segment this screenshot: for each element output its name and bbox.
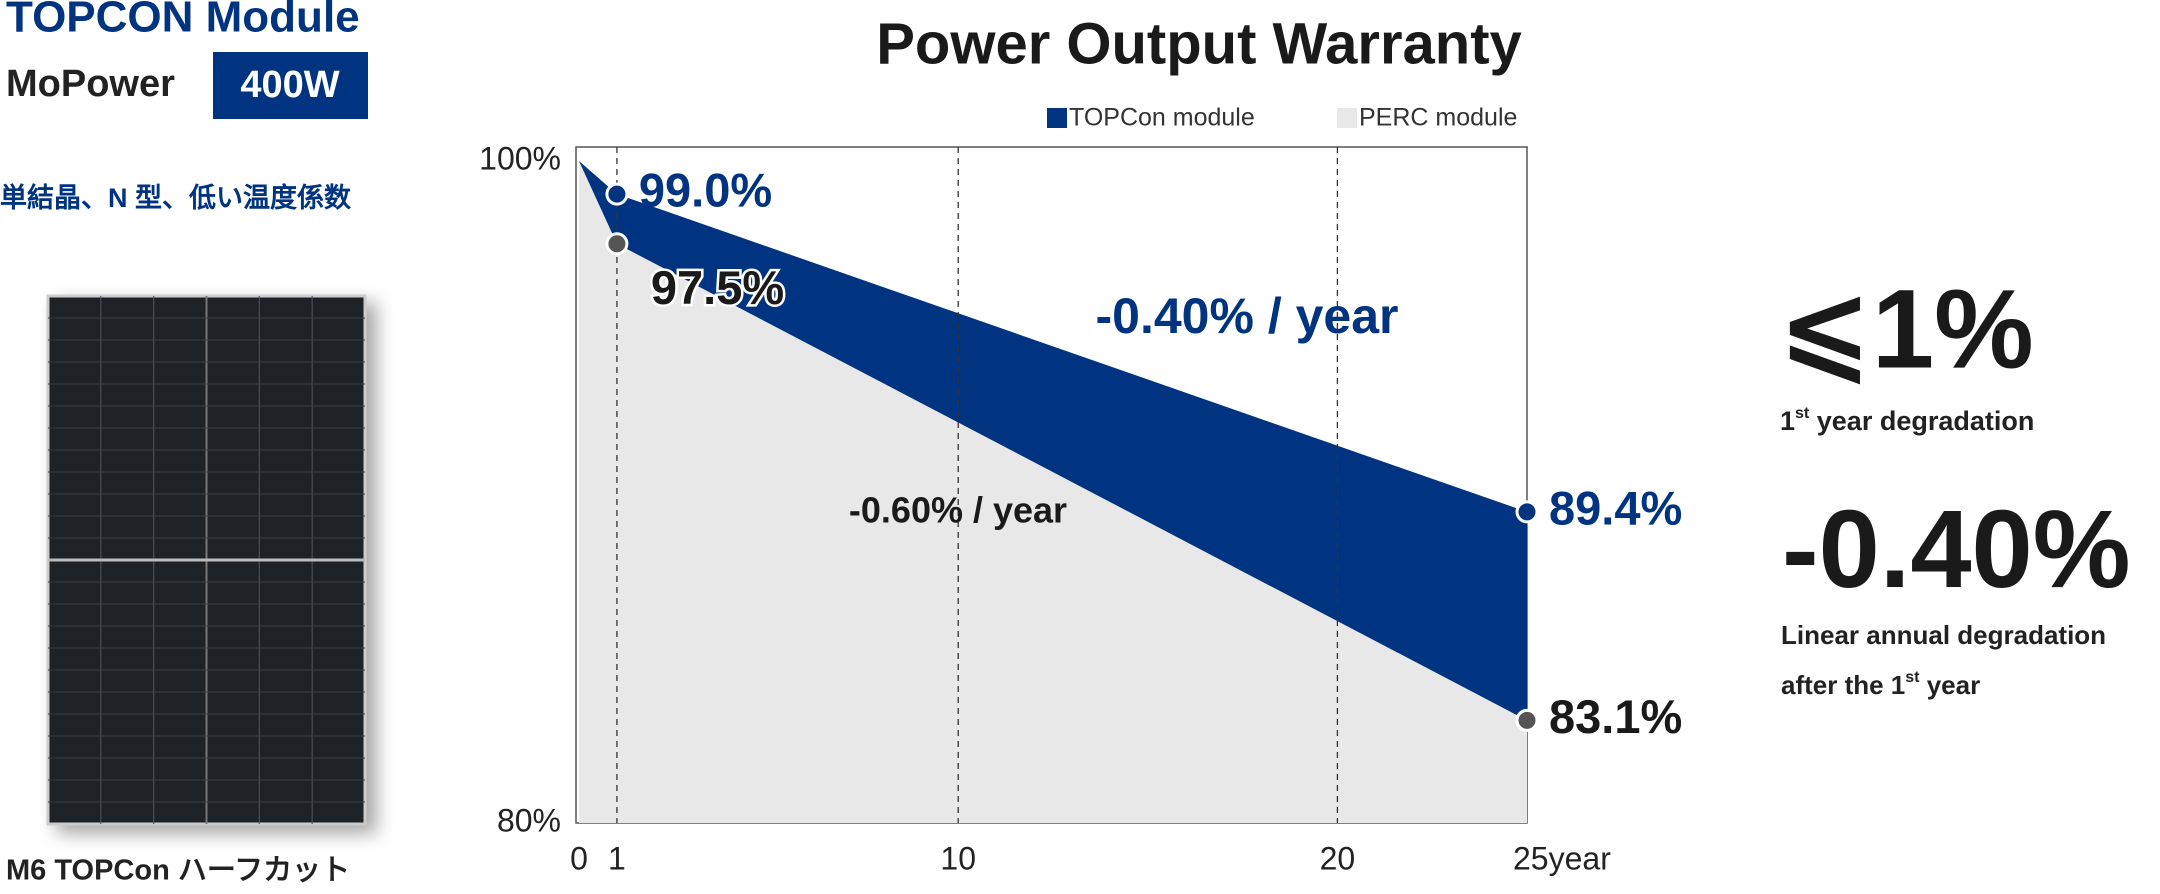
x-tick-label: 20 — [1320, 840, 1356, 876]
power-badge — [213, 52, 368, 119]
value-label: 97.5% — [651, 261, 784, 314]
y-tick-label: 100% — [479, 140, 561, 176]
data-point — [1515, 708, 1539, 732]
legend-swatch — [1047, 108, 1067, 128]
power-badge-text: 400W — [240, 64, 339, 106]
stat-label-part: year — [1920, 670, 1981, 700]
series-area — [579, 161, 1527, 823]
stat-label-sup: st — [1905, 669, 1920, 686]
annotation: -0.60% / year — [849, 490, 1067, 531]
x-tick-label: 10 — [940, 840, 976, 876]
stat-label-part: year degradation — [1809, 406, 2034, 436]
x-tick-label: 25year — [1513, 840, 1611, 876]
product-model: MoPower — [6, 63, 175, 105]
data-point — [605, 232, 629, 256]
value-label: 83.1% — [1549, 690, 1682, 743]
chart-title: Power Output Warranty — [876, 11, 1522, 76]
stat-label: 1st year degradation — [1780, 405, 2034, 436]
product-features: 単結晶、N 型、低い温度係数 — [0, 182, 352, 213]
stat-label-sup: st — [1795, 405, 1810, 422]
stat-value: -0.40% — [1782, 488, 2131, 611]
panel-caption: M6 TOPCon ハーフカット — [6, 855, 350, 887]
value-label: 99.0% — [639, 164, 772, 217]
stat-label: after the 1st year — [1781, 669, 1980, 700]
x-tick-label: 0 — [570, 840, 588, 876]
stat-label-part: 1 — [1780, 406, 1795, 436]
value-label: 89.4% — [1549, 481, 1682, 534]
data-point — [605, 182, 629, 206]
product-title: TOPCON Module — [6, 0, 360, 42]
solar-panel — [46, 294, 367, 826]
legend-swatch — [1337, 108, 1357, 128]
annotation: -0.40% / year — [1096, 288, 1399, 344]
plot — [579, 147, 1539, 823]
legend-label: TOPCon module — [1069, 104, 1255, 132]
legend-label: PERC module — [1359, 104, 1517, 132]
stat-label: Linear annual degradation — [1781, 620, 2106, 650]
stat-value: ⩽1% — [1778, 267, 2034, 392]
x-tick-label: 1 — [608, 840, 626, 876]
stat-label-part: after the 1 — [1781, 670, 1905, 700]
data-point — [1515, 500, 1539, 524]
y-tick-label: 80% — [497, 802, 561, 838]
